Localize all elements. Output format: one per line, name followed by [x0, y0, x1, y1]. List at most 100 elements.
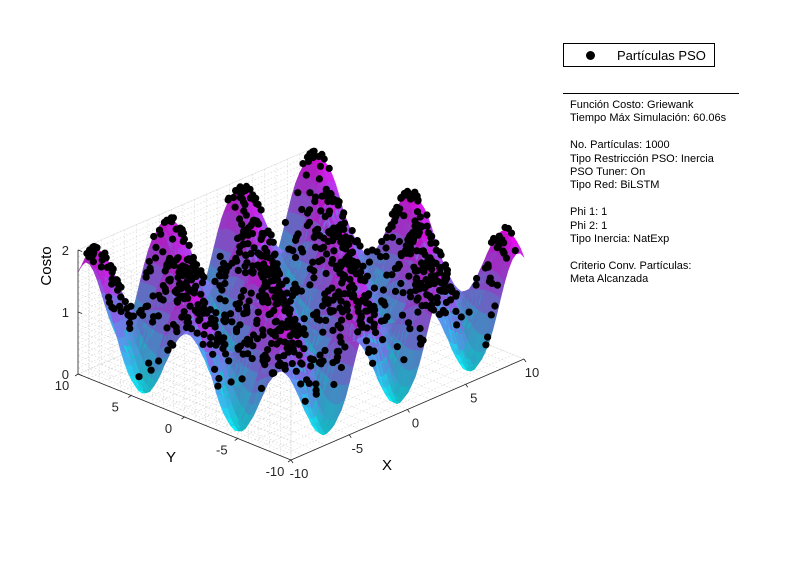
pso-particle: [211, 321, 219, 330]
pso-particle: [109, 265, 117, 273]
pso-particle: [242, 303, 251, 311]
pso-particle: [443, 274, 451, 282]
pso-particle: [289, 345, 297, 353]
pso-particle: [323, 250, 331, 258]
pso-particle: [267, 231, 275, 239]
pso-particle: [353, 262, 361, 270]
pso-particle: [491, 302, 499, 310]
info-line: Tipo Red: BiLSTM: [570, 179, 660, 192]
pso-particle: [413, 296, 421, 304]
pso-particle: [193, 329, 201, 337]
pso-particle: [247, 289, 255, 297]
pso-particle: [102, 254, 110, 262]
pso-particle: [187, 257, 195, 265]
pso-particle: [250, 244, 258, 252]
pso-particle: [393, 343, 401, 351]
pso-particle: [121, 298, 129, 306]
pso-particle: [151, 254, 160, 262]
pso-particle: [493, 281, 501, 289]
pso-particle: [180, 235, 188, 243]
pso-particle: [157, 230, 165, 238]
pso-particle: [312, 390, 320, 398]
pso-particle: [190, 285, 198, 293]
pso-particle: [500, 239, 508, 247]
pso-particle: [244, 240, 252, 248]
pso-particle: [299, 160, 307, 168]
info-separator: [563, 93, 739, 94]
pso-particle: [405, 272, 413, 280]
pso-particle: [248, 355, 256, 363]
pso-particle: [201, 299, 209, 307]
pso-particle: [350, 284, 358, 292]
info-line: Meta Alcanzada: [570, 273, 649, 286]
pso-particle: [222, 350, 230, 358]
pso-particle: [117, 283, 125, 291]
pso-particle: [388, 271, 396, 279]
pso-particle: [320, 155, 328, 163]
pso-particle: [274, 299, 282, 308]
pso-particle: [289, 247, 297, 255]
pso-particle: [322, 316, 330, 324]
pso-particle: [295, 339, 303, 347]
pso-particle: [145, 359, 153, 367]
pso-particle: [195, 316, 203, 324]
info-panel: Función Costo: Griewank Tiempo Máx Simula…: [570, 99, 726, 287]
pso-particle: [314, 225, 322, 233]
pso-particle: [337, 338, 345, 346]
pso-particle: [406, 325, 414, 333]
pso-particle: [170, 261, 178, 269]
pso-particle: [340, 225, 348, 233]
z-tick-label: 0: [62, 367, 69, 382]
pso-particles: [83, 147, 519, 405]
grid-line: [77, 185, 312, 288]
pso-particle: [423, 211, 431, 219]
pso-particle: [221, 279, 229, 288]
info-line: No. Partículas: 1000: [570, 139, 670, 152]
pso-particle: [241, 201, 249, 209]
pso-particle: [427, 304, 435, 312]
pso-particle: [263, 296, 272, 304]
pso-particle: [345, 313, 353, 321]
y-tick: [74, 373, 79, 377]
pso-particle: [379, 336, 387, 344]
grid-line: [77, 167, 312, 269]
pso-particle: [212, 309, 220, 317]
pso-particle: [395, 237, 403, 246]
pso-particle: [200, 273, 208, 281]
pso-particle: [187, 325, 195, 333]
pso-particle: [302, 171, 310, 179]
pso-particle: [319, 357, 327, 365]
pso-particle: [225, 357, 233, 365]
pso-particle: [186, 302, 194, 310]
pso-particle: [105, 293, 113, 301]
pso-particle: [263, 282, 271, 290]
pso-particle: [249, 342, 257, 350]
pso-particle: [145, 257, 153, 266]
pso-particle: [174, 254, 182, 262]
pso-particle: [276, 327, 285, 335]
pso-particle: [227, 378, 235, 386]
pso-particle: [388, 233, 397, 241]
grid-line: [77, 148, 312, 251]
pso-particle: [511, 247, 519, 255]
pso-particle: [246, 337, 254, 345]
pso-particle: [209, 350, 217, 358]
pso-particle: [236, 321, 244, 329]
pso-particle: [413, 274, 421, 282]
pso-particle: [281, 218, 289, 227]
pso-particle: [197, 290, 205, 298]
pso-particle: [135, 373, 143, 381]
z-tick-label: 2: [62, 243, 69, 258]
pso-particle: [238, 375, 246, 383]
pso-particle: [310, 152, 318, 160]
pso-particle: [335, 198, 343, 206]
pso-particle: [297, 287, 305, 295]
pso-particle: [341, 343, 349, 351]
y-tick: [234, 438, 238, 441]
pso-particle: [93, 244, 101, 252]
grid-line: [77, 161, 312, 263]
x-tick: [290, 459, 294, 464]
pso-particle: [221, 318, 229, 326]
pso-particle: [354, 328, 362, 336]
